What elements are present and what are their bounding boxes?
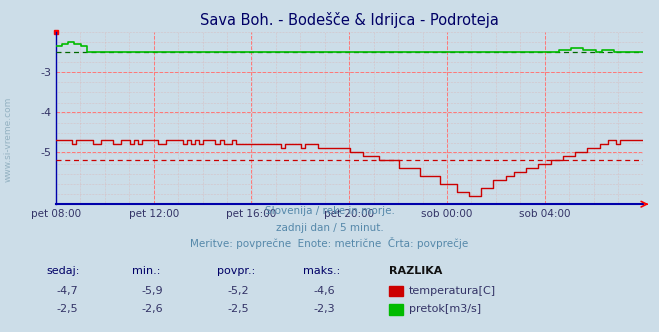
Text: -2,3: -2,3 xyxy=(313,304,335,314)
Text: sedaj:: sedaj: xyxy=(46,266,80,276)
Title: Sava Boh. - Bodešče & Idrijca - Podroteja: Sava Boh. - Bodešče & Idrijca - Podrotej… xyxy=(200,12,499,28)
Text: Meritve: povprečne  Enote: metrične  Črta: povprečje: Meritve: povprečne Enote: metrične Črta:… xyxy=(190,237,469,249)
Text: www.si-vreme.com: www.si-vreme.com xyxy=(3,97,13,182)
Text: -2,5: -2,5 xyxy=(227,304,249,314)
Text: pretok[m3/s]: pretok[m3/s] xyxy=(409,304,480,314)
Text: maks.:: maks.: xyxy=(303,266,341,276)
Text: -4,7: -4,7 xyxy=(56,286,78,296)
Text: -5,9: -5,9 xyxy=(142,286,163,296)
Text: min.:: min.: xyxy=(132,266,160,276)
Text: RAZLIKA: RAZLIKA xyxy=(389,266,442,276)
Text: Slovenija / reke in morje.: Slovenija / reke in morje. xyxy=(264,206,395,216)
Text: povpr.:: povpr.: xyxy=(217,266,256,276)
Text: temperatura[C]: temperatura[C] xyxy=(409,286,496,296)
Text: -2,6: -2,6 xyxy=(142,304,163,314)
Text: -4,6: -4,6 xyxy=(313,286,335,296)
Text: -2,5: -2,5 xyxy=(56,304,78,314)
Text: -5,2: -5,2 xyxy=(227,286,249,296)
Text: zadnji dan / 5 minut.: zadnji dan / 5 minut. xyxy=(275,223,384,233)
